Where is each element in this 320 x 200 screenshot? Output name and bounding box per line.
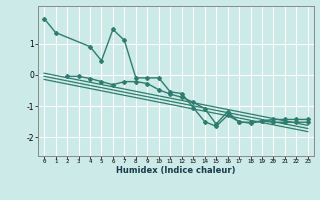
X-axis label: Humidex (Indice chaleur): Humidex (Indice chaleur)	[116, 166, 236, 175]
